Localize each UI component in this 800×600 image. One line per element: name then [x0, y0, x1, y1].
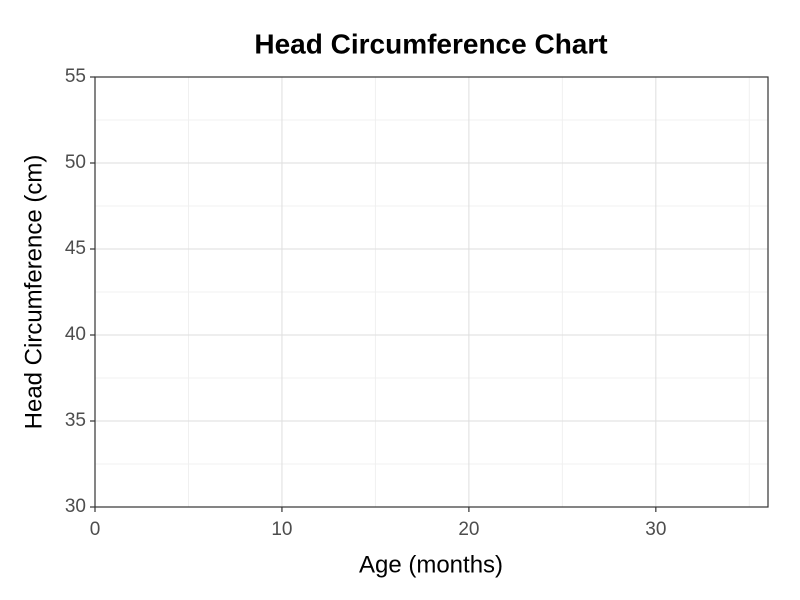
- chart-title: Head Circumference Chart: [254, 28, 607, 59]
- x-tick-label: 30: [645, 519, 666, 540]
- y-tick-label: 30: [65, 496, 86, 517]
- y-axis-label: Head Circumference (cm): [20, 155, 47, 430]
- y-tick-label: 40: [65, 324, 86, 345]
- y-tick-label: 50: [65, 152, 86, 173]
- x-tick-label: 20: [458, 519, 479, 540]
- x-tick-label: 0: [90, 519, 101, 540]
- y-tick-label: 45: [65, 238, 86, 259]
- x-axis-label: Age (months): [359, 551, 503, 578]
- panel-border: [94, 76, 769, 508]
- x-tick-label: 10: [271, 519, 292, 540]
- y-tick-label: 35: [65, 410, 86, 431]
- y-tick-label: 55: [65, 66, 86, 87]
